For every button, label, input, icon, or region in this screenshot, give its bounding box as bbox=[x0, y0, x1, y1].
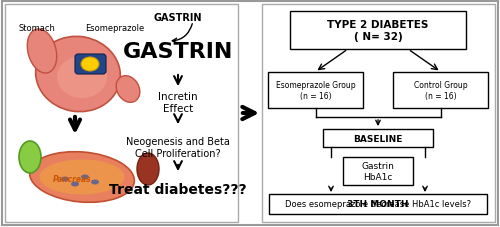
FancyBboxPatch shape bbox=[343, 157, 413, 185]
FancyBboxPatch shape bbox=[323, 195, 433, 213]
Ellipse shape bbox=[91, 180, 99, 185]
Text: TYPE 2 DIABETES
( N= 32): TYPE 2 DIABETES ( N= 32) bbox=[328, 20, 428, 42]
Ellipse shape bbox=[81, 58, 99, 72]
Ellipse shape bbox=[28, 30, 56, 74]
Ellipse shape bbox=[40, 160, 124, 195]
Ellipse shape bbox=[71, 182, 79, 187]
Ellipse shape bbox=[61, 177, 69, 182]
FancyBboxPatch shape bbox=[290, 12, 466, 50]
FancyBboxPatch shape bbox=[75, 55, 106, 75]
Ellipse shape bbox=[81, 175, 89, 180]
FancyBboxPatch shape bbox=[5, 5, 238, 222]
Ellipse shape bbox=[36, 37, 120, 112]
Text: Pancreas: Pancreas bbox=[52, 175, 92, 184]
Text: 3TH MONTH: 3TH MONTH bbox=[347, 200, 409, 209]
Text: Esomeprazole: Esomeprazole bbox=[85, 23, 144, 32]
Text: Neogenesis and Beta
Cell Proliferation?: Neogenesis and Beta Cell Proliferation? bbox=[126, 137, 230, 158]
FancyBboxPatch shape bbox=[262, 5, 495, 222]
Text: Treat diabetes???: Treat diabetes??? bbox=[109, 182, 247, 196]
FancyBboxPatch shape bbox=[269, 194, 487, 214]
Text: Stomach: Stomach bbox=[18, 23, 55, 32]
Ellipse shape bbox=[30, 152, 134, 202]
Text: GASTRIN: GASTRIN bbox=[123, 42, 233, 62]
Text: Control Group
(n = 16): Control Group (n = 16) bbox=[414, 81, 468, 100]
Ellipse shape bbox=[116, 76, 140, 103]
Text: Esomeprazole Group
(n = 16): Esomeprazole Group (n = 16) bbox=[276, 81, 355, 100]
FancyBboxPatch shape bbox=[393, 73, 488, 109]
Ellipse shape bbox=[137, 153, 159, 185]
Text: Does esomeprazole decrease HbA1c levels?: Does esomeprazole decrease HbA1c levels? bbox=[285, 200, 471, 209]
Text: Gastrin
HbA1c: Gastrin HbA1c bbox=[362, 162, 394, 181]
FancyBboxPatch shape bbox=[323, 129, 433, 147]
FancyBboxPatch shape bbox=[268, 73, 363, 109]
FancyBboxPatch shape bbox=[2, 2, 498, 225]
Text: GASTRIN: GASTRIN bbox=[154, 13, 202, 23]
Text: BASELINE: BASELINE bbox=[354, 134, 403, 143]
Ellipse shape bbox=[57, 57, 107, 99]
Text: Incretin
Effect: Incretin Effect bbox=[158, 92, 198, 113]
Ellipse shape bbox=[19, 141, 41, 173]
